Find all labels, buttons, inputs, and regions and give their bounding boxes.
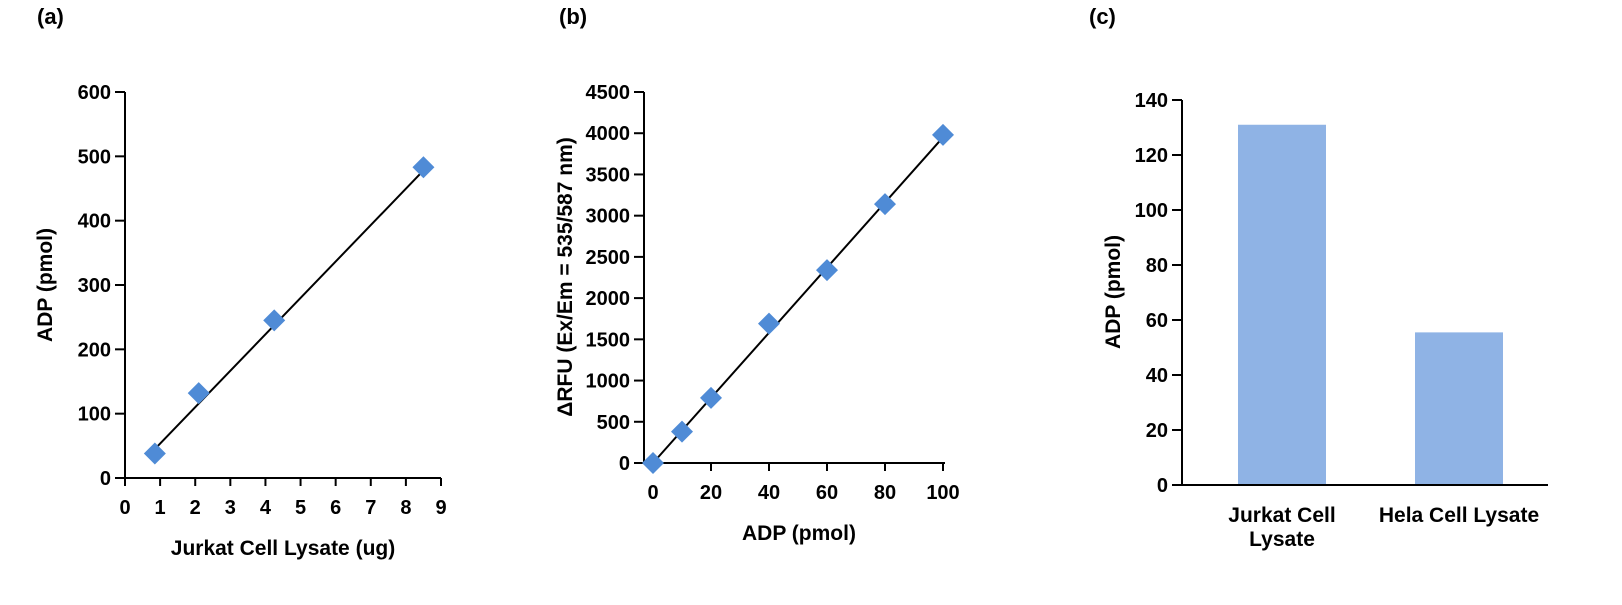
y-tick-label: 300 [78, 275, 111, 297]
x-tick-label: 0 [119, 497, 130, 519]
data-point [143, 442, 166, 465]
data-point [671, 420, 693, 443]
y-tick-label: 3000 [586, 206, 631, 228]
bars-c [1238, 124, 1503, 485]
y-tick-label: 140 [1135, 90, 1168, 112]
x-tick-label: 3 [225, 497, 236, 519]
data-point [758, 312, 780, 335]
x-axis-categories-c: Jurkat Cell Lysate Hela Cell Lysate [1228, 504, 1539, 551]
x-axis-title-b: ADP (pmol) [742, 522, 856, 545]
data-point [816, 259, 838, 282]
y-tick-label: 400 [78, 211, 111, 233]
x-tick-label: 20 [700, 482, 722, 504]
y-tick-label: 2500 [586, 247, 631, 269]
data-point [412, 156, 435, 179]
x-tick-label: 7 [365, 497, 376, 519]
y-tick-label: 80 [1146, 255, 1168, 277]
data-point [187, 382, 210, 405]
x-tick-label: 2 [190, 497, 201, 519]
y-tick-label: 40 [1146, 365, 1168, 387]
x-tick-label: 60 [816, 482, 838, 504]
y-tick-label: 0 [100, 468, 111, 490]
x-axis-title-a: Jurkat Cell Lysate (ug) [171, 537, 395, 560]
panel-label-a: (a) [37, 4, 64, 29]
y-tick-label: 100 [1135, 200, 1168, 222]
y-tick-label: 100 [78, 404, 111, 426]
x-tick-label: 5 [295, 497, 306, 519]
y-tick-label: 0 [1157, 475, 1168, 497]
bar [1238, 124, 1326, 485]
y-tick-label: 200 [78, 339, 111, 361]
y-axis-ticks-a: 0 100 200 300 400 500 600 [78, 82, 125, 490]
bar [1415, 332, 1503, 485]
x-tick-label: 80 [874, 482, 896, 504]
y-tick-label: 3500 [586, 164, 631, 186]
x-tick-label: 1 [155, 497, 166, 519]
y-tick-label: 120 [1135, 145, 1168, 167]
fit-line-b [652, 136, 944, 464]
category-label: Hela Cell Lysate [1379, 504, 1539, 527]
y-tick-label: 500 [78, 146, 111, 168]
fit-line-a [154, 169, 425, 450]
data-points-a [143, 156, 435, 465]
y-tick-label: 500 [597, 412, 630, 434]
y-tick-label: 20 [1146, 420, 1168, 442]
x-axis-ticks-a: 0 1 2 3 4 5 6 7 8 9 [119, 478, 447, 519]
panel-label-c: (c) [1089, 4, 1116, 29]
y-axis-title-b: ΔRFU (Ex/Em = 535/587 nm) [554, 137, 577, 416]
x-tick-label: 0 [647, 482, 658, 504]
y-tick-label: 4500 [586, 82, 631, 104]
y-tick-label: 60 [1146, 310, 1168, 332]
x-tick-label: 100 [926, 482, 959, 504]
y-axis-title-a: ADP (pmol) [34, 228, 57, 342]
y-tick-label: 1500 [586, 329, 631, 351]
x-tick-label: 4 [260, 497, 272, 519]
x-tick-label: 9 [435, 497, 446, 519]
chart-panel-a: (a) 0 1 2 3 4 5 6 7 8 9 0 100 200 300 400 500 600 Jurka… [34, 4, 447, 560]
y-tick-label: 0 [619, 453, 630, 475]
y-axis-ticks-b: 0 500 1000 1500 2000 2500 3000 3500 4000 4500 [586, 82, 644, 475]
data-point [700, 386, 722, 409]
y-tick-label: 1000 [586, 371, 631, 393]
x-tick-label: 40 [758, 482, 780, 504]
y-axis-ticks-c: 0 20 40 60 80 100 120 140 [1135, 90, 1182, 497]
chart-panel-b: (b) 0 20 40 60 80 100 0 500 1000 1500 2000 2500 300… [554, 4, 960, 545]
data-point [642, 452, 664, 474]
y-tick-label: 4000 [586, 123, 631, 145]
y-axis-title-c: ADP (pmol) [1102, 235, 1125, 349]
x-tick-label: 6 [330, 497, 341, 519]
data-point [932, 123, 954, 146]
x-tick-label: 8 [400, 497, 411, 519]
category-label: Jurkat Cell Lysate [1228, 504, 1335, 551]
x-axis-ticks-b: 0 20 40 60 80 100 [647, 463, 960, 504]
panel-label-b: (b) [559, 4, 587, 29]
data-point [263, 309, 286, 332]
data-point [874, 193, 896, 216]
data-points-b [642, 123, 954, 474]
y-tick-label: 600 [78, 82, 111, 104]
chart-panel-c: (c) 0 20 40 60 80 100 120 140 Jurkat Cell Lysate… [1089, 4, 1548, 551]
y-tick-label: 2000 [586, 288, 631, 310]
